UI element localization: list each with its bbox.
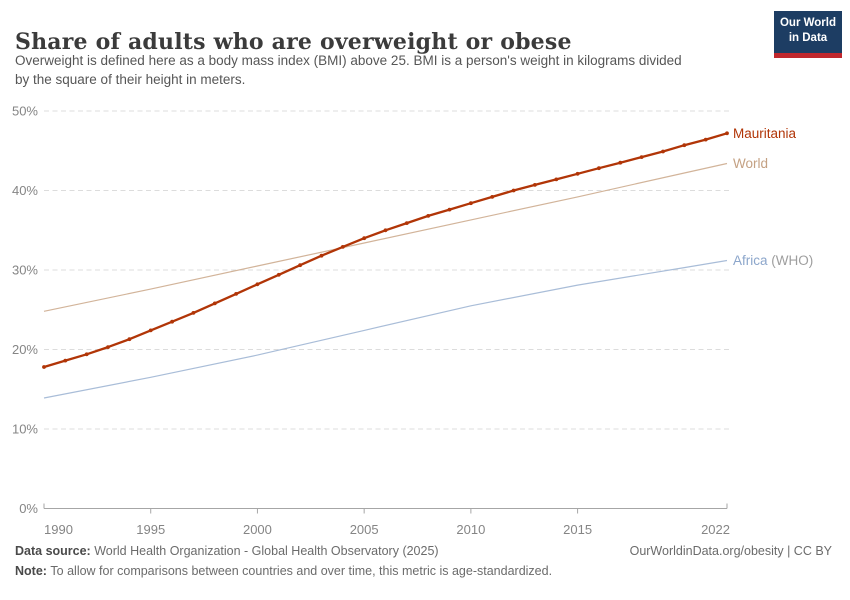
x-tick-label-1995: 1995 [136,522,165,537]
x-tick-label-1990: 1990 [44,522,73,537]
chart-subtitle-line2: by the square of their height in meters. [15,71,246,87]
series-point[interactable] [340,245,345,249]
y-tick-label-0: 0% [19,501,38,516]
series-label-world[interactable]: World [733,156,768,171]
y-tick-label-10: 10% [12,422,38,437]
series-point[interactable] [276,272,281,277]
series-point[interactable] [63,358,68,363]
x-tick-label-2015: 2015 [563,522,592,537]
owid-logo-line1: Our World [779,17,836,29]
chart-footer: Data source: World Health Organization -… [15,544,832,578]
series-point[interactable] [469,201,473,206]
y-tick-label-50: 50% [12,104,38,119]
series-label-mauritania[interactable]: Mauritania [733,126,797,141]
chart-subtitle-line1: Overweight is defined here as a body mas… [15,53,682,68]
owid-logo-line2: in Data [788,31,828,44]
series-label-africa-who-[interactable]: Africa (WHO) [733,253,813,268]
chart-subtitle: Overweight is defined here as a body mas… [15,52,765,90]
series-point[interactable] [362,236,367,241]
series-point[interactable] [426,214,431,218]
x-tick-label-2005: 2005 [350,522,379,537]
series-point[interactable] [298,263,302,268]
series-point[interactable] [511,188,516,193]
series-point[interactable] [447,207,452,212]
x-tick-label-2022: 2022 [701,522,730,537]
series-point[interactable] [682,143,687,148]
note-label: Note: [15,564,51,578]
series-line-world[interactable] [43,162,728,312]
owid-logo[interactable]: Our World in Data [774,11,842,58]
x-tick-label-2010: 2010 [456,522,485,537]
series-point[interactable] [383,228,388,233]
y-tick-label-20: 20% [12,342,38,357]
series-point[interactable] [639,155,644,160]
series-point[interactable] [490,195,495,199]
series-point[interactable] [255,282,260,287]
note-value: To allow for comparisons between countri… [50,564,553,578]
series-point[interactable] [212,301,217,306]
series-point[interactable] [42,365,46,369]
series-point[interactable] [127,337,132,342]
data-source-value: World Health Organization - Global Healt… [94,544,439,558]
series-point[interactable] [170,319,175,324]
series-point[interactable] [106,345,110,349]
data-source-text: Data source: World Health Organization -… [15,544,439,558]
series-line-africa-who-[interactable] [43,259,728,399]
series-point[interactable] [554,177,559,182]
series-point[interactable] [575,171,580,176]
series-point[interactable] [234,292,239,296]
series-point[interactable] [148,328,153,333]
note-text: Note: To allow for comparisons between c… [15,564,832,578]
series-point[interactable] [597,166,601,171]
y-tick-label-40: 40% [12,183,38,198]
y-tick-label-30: 30% [12,263,38,278]
series-point[interactable] [533,183,537,187]
series-point[interactable] [84,352,89,357]
footer-link[interactable]: OurWorldinData.org/obesity | CC BY [629,544,832,558]
series-line-mauritania[interactable] [43,132,728,369]
series-point[interactable] [725,131,729,136]
series-point[interactable] [319,253,324,258]
x-tick-label-2000: 2000 [243,522,272,537]
data-source-label: Data source: [15,544,95,558]
series-point[interactable] [703,137,708,142]
page-title: Share of adults who are overweight or ob… [15,28,572,55]
series-point[interactable] [404,221,409,226]
series-point[interactable] [618,160,623,165]
series-point[interactable] [661,149,665,154]
series-point[interactable] [191,311,196,315]
